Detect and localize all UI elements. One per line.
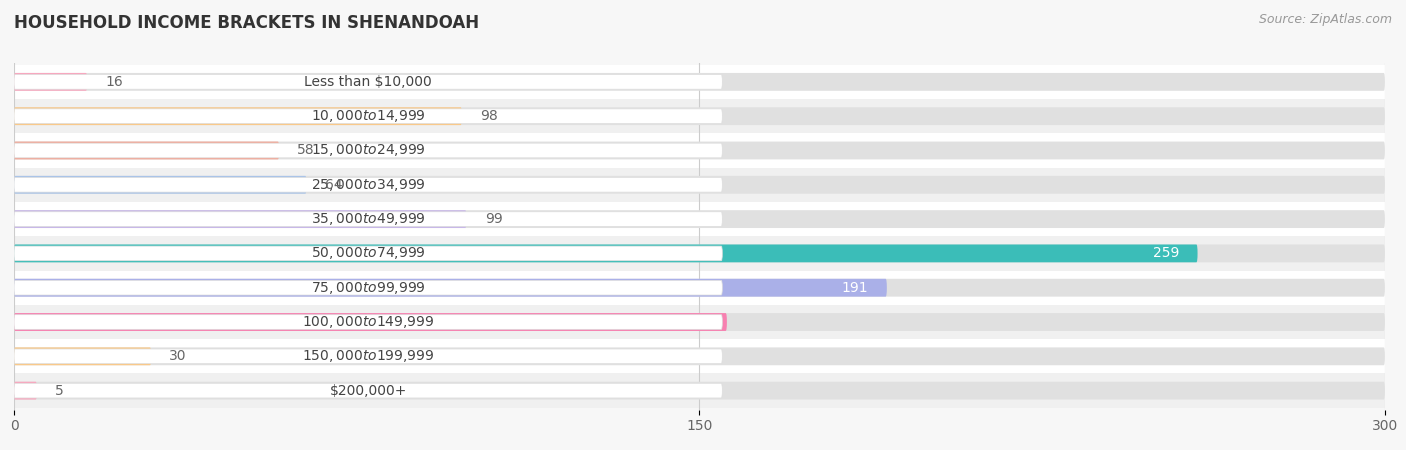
Text: 191: 191	[842, 281, 869, 295]
FancyBboxPatch shape	[14, 244, 1385, 262]
FancyBboxPatch shape	[14, 383, 723, 398]
FancyBboxPatch shape	[14, 382, 37, 400]
Text: $15,000 to $24,999: $15,000 to $24,999	[311, 143, 426, 158]
Text: $200,000+: $200,000+	[329, 384, 406, 398]
FancyBboxPatch shape	[14, 349, 723, 364]
Bar	[14, 339, 1385, 374]
Text: 156: 156	[682, 315, 709, 329]
Bar	[14, 133, 1385, 168]
Bar	[14, 236, 1385, 270]
FancyBboxPatch shape	[14, 246, 723, 261]
FancyBboxPatch shape	[14, 176, 1385, 194]
Text: 30: 30	[170, 349, 187, 363]
FancyBboxPatch shape	[14, 109, 723, 123]
FancyBboxPatch shape	[14, 244, 1198, 262]
FancyBboxPatch shape	[14, 313, 727, 331]
Text: 259: 259	[1153, 247, 1180, 261]
FancyBboxPatch shape	[14, 210, 467, 228]
FancyBboxPatch shape	[14, 313, 1385, 331]
FancyBboxPatch shape	[14, 177, 723, 192]
FancyBboxPatch shape	[14, 280, 723, 295]
Text: $150,000 to $199,999: $150,000 to $199,999	[302, 348, 434, 364]
FancyBboxPatch shape	[14, 315, 723, 329]
FancyBboxPatch shape	[14, 107, 1385, 125]
FancyBboxPatch shape	[14, 210, 1385, 228]
FancyBboxPatch shape	[14, 279, 1385, 297]
Text: Less than $10,000: Less than $10,000	[304, 75, 432, 89]
Text: HOUSEHOLD INCOME BRACKETS IN SHENANDOAH: HOUSEHOLD INCOME BRACKETS IN SHENANDOAH	[14, 14, 479, 32]
Text: 98: 98	[481, 109, 498, 123]
Bar	[14, 202, 1385, 236]
Bar	[14, 305, 1385, 339]
FancyBboxPatch shape	[14, 382, 1385, 400]
FancyBboxPatch shape	[14, 143, 723, 158]
Text: 99: 99	[485, 212, 502, 226]
Text: $100,000 to $149,999: $100,000 to $149,999	[302, 314, 434, 330]
Text: $75,000 to $99,999: $75,000 to $99,999	[311, 280, 426, 296]
FancyBboxPatch shape	[14, 142, 278, 159]
Text: $35,000 to $49,999: $35,000 to $49,999	[311, 211, 426, 227]
FancyBboxPatch shape	[14, 142, 1385, 159]
FancyBboxPatch shape	[14, 347, 152, 365]
Text: 5: 5	[55, 384, 63, 398]
FancyBboxPatch shape	[14, 107, 463, 125]
Bar	[14, 374, 1385, 408]
Text: 16: 16	[105, 75, 124, 89]
Text: 64: 64	[325, 178, 343, 192]
Text: $10,000 to $14,999: $10,000 to $14,999	[311, 108, 426, 124]
Bar	[14, 270, 1385, 305]
FancyBboxPatch shape	[14, 212, 723, 226]
Text: $50,000 to $74,999: $50,000 to $74,999	[311, 245, 426, 261]
Text: 58: 58	[298, 144, 315, 158]
FancyBboxPatch shape	[14, 75, 723, 89]
FancyBboxPatch shape	[14, 73, 87, 91]
Text: Source: ZipAtlas.com: Source: ZipAtlas.com	[1258, 14, 1392, 27]
Bar	[14, 168, 1385, 202]
Text: $25,000 to $34,999: $25,000 to $34,999	[311, 177, 426, 193]
FancyBboxPatch shape	[14, 347, 1385, 365]
Bar	[14, 99, 1385, 133]
FancyBboxPatch shape	[14, 73, 1385, 91]
FancyBboxPatch shape	[14, 176, 307, 194]
Bar	[14, 65, 1385, 99]
FancyBboxPatch shape	[14, 279, 887, 297]
